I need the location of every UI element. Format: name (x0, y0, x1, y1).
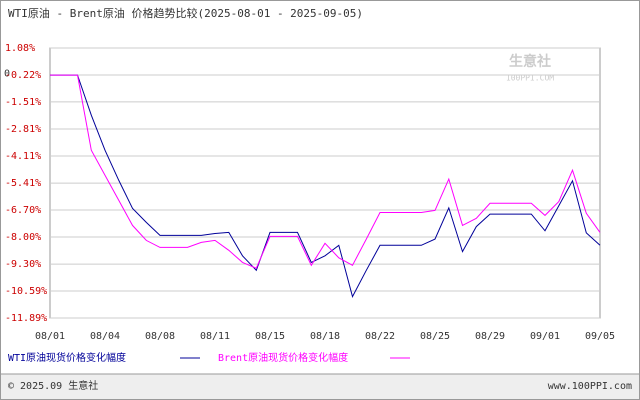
y-tick-label: -2.81% (5, 124, 41, 135)
x-tick-label: 08/01 (35, 331, 65, 342)
x-tick-label: 08/15 (255, 331, 285, 342)
x-tick-label: 08/25 (420, 331, 450, 342)
y-tick-label: -4.11% (5, 151, 41, 162)
y-tick-label: -9.30% (5, 259, 41, 270)
footer-right: www.100PPI.com (548, 381, 632, 392)
x-tick-label: 08/08 (145, 331, 175, 342)
x-tick-label: 09/05 (585, 331, 615, 342)
x-tick-label: 09/01 (530, 331, 560, 342)
footer-bar (1, 374, 639, 399)
x-tick-label: 08/04 (90, 331, 120, 342)
x-tick-label: 08/11 (200, 331, 230, 342)
y-tick-label: -5.41% (5, 178, 41, 189)
watermark: 生意社 (509, 53, 551, 70)
legend-label: WTI原油现货价格变化幅度 (8, 351, 126, 364)
y-tick-label: -10.59% (5, 286, 47, 297)
x-tick-label: 08/18 (310, 331, 340, 342)
line-series (50, 74, 601, 269)
x-tick-label: 08/29 (475, 331, 505, 342)
footer-left: © 2025.09 生意社 (8, 379, 98, 392)
y-tick-label: -6.70% (5, 205, 41, 216)
watermark: 100PPI.COM (506, 74, 554, 83)
legend-label: Brent原油现货价格变化幅度 (218, 351, 348, 364)
y-zero-label: 0 (4, 68, 10, 79)
x-tick-label: 08/22 (365, 331, 395, 342)
y-tick-label: -11.89% (5, 313, 47, 324)
y-tick-label: -8.00% (5, 232, 41, 243)
y-tick-label: -0.22% (5, 70, 41, 81)
y-tick-label: -1.51% (5, 97, 41, 108)
chart-title: WTI原油 - Brent原油 价格趋势比较(2025-08-01 - 2025… (8, 6, 363, 20)
y-tick-label: 1.08% (5, 43, 35, 54)
line-series (50, 74, 601, 298)
